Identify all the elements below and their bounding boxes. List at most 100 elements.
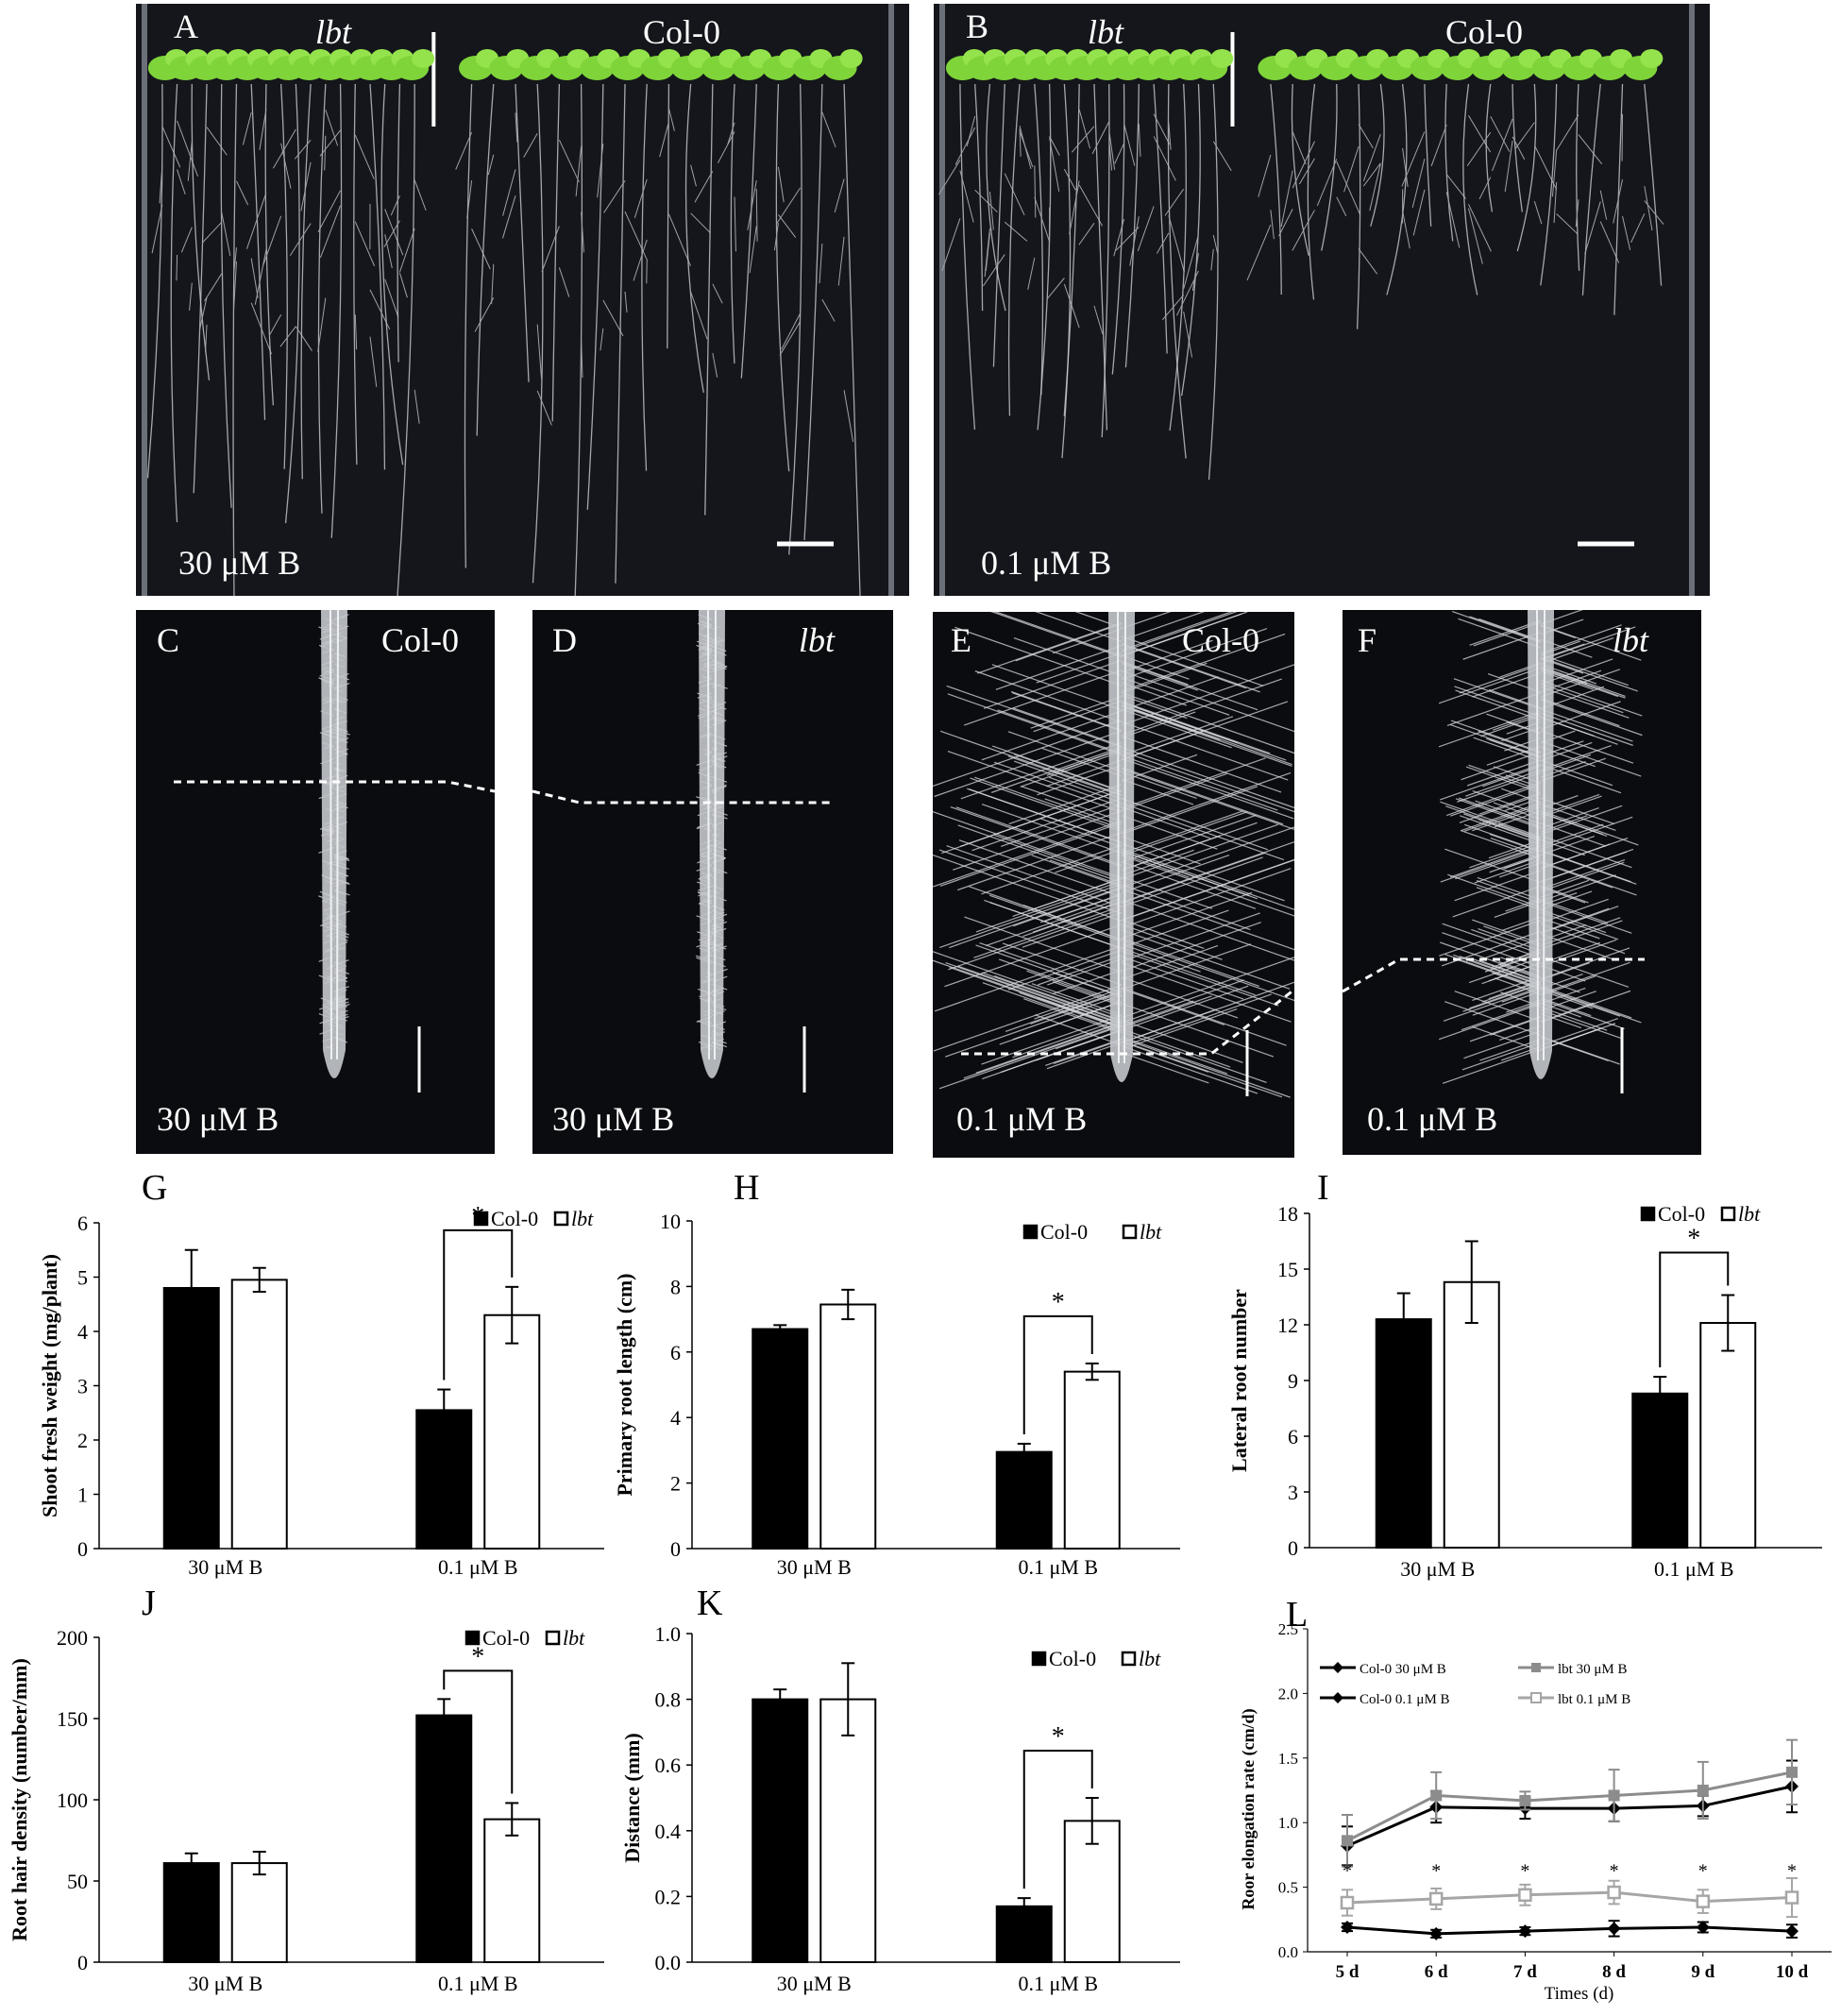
- lateral-root: [1108, 139, 1113, 171]
- root-hair: [1121, 842, 1285, 902]
- y-tick-label: 6: [1288, 1425, 1298, 1448]
- root-hair: [1454, 686, 1542, 718]
- root-hair: [1455, 798, 1542, 829]
- y-tick-label: 2: [670, 1472, 681, 1496]
- root-hair: [983, 659, 1123, 709]
- photo-panel-c: C Col-0 30 μM B: [136, 610, 495, 1154]
- root-hair: [1121, 701, 1271, 754]
- lateral-root: [667, 108, 675, 131]
- root-hair: [1540, 961, 1630, 995]
- root-vasculature: [707, 610, 717, 1060]
- lateral-root: [471, 229, 491, 270]
- data-point: [1340, 1895, 1355, 1910]
- x-tick-label: 5 d: [1336, 1962, 1360, 1982]
- y-tick-label: 12: [1277, 1313, 1298, 1337]
- y-tick-label: 0.0: [655, 1951, 682, 1974]
- lateral-root: [1445, 174, 1466, 199]
- lateral-root: [1412, 189, 1426, 236]
- root: [1444, 83, 1454, 242]
- lateral-root: [523, 133, 538, 158]
- lateral-root: [250, 302, 273, 355]
- root-hair: [1121, 802, 1285, 861]
- y-tick-label: 0: [77, 1537, 88, 1561]
- root-hair: [1022, 911, 1123, 948]
- lateral-root: [354, 314, 358, 350]
- y-tick-label: 0.2: [655, 1885, 682, 1908]
- legend-label: lbt: [1738, 1202, 1761, 1226]
- category-label: 0.1 μM B: [438, 1555, 518, 1579]
- seedling-leaf: [839, 49, 863, 68]
- bar: [483, 1313, 541, 1550]
- legend-label: Col-0: [1040, 1220, 1088, 1244]
- data-point: [1785, 1924, 1799, 1939]
- root-hair: [933, 984, 1123, 1052]
- category-label: 30 μM B: [1400, 1557, 1475, 1581]
- root-hair: [1540, 804, 1616, 832]
- lateral-root: [1049, 136, 1060, 156]
- data-point: [1696, 1894, 1711, 1908]
- bar: [819, 1698, 877, 1963]
- root-hair: [1444, 954, 1542, 989]
- lateral-root: [581, 338, 583, 379]
- lateral-root: [941, 218, 961, 271]
- category-label: 0.1 μM B: [1018, 1555, 1098, 1579]
- root-hair: [1469, 1015, 1542, 1042]
- x-tick-label: 8 d: [1602, 1962, 1626, 1982]
- lateral-root: [502, 195, 516, 239]
- root-hair: [1030, 695, 1123, 729]
- data-point: [1429, 1926, 1444, 1940]
- root-hair: [1121, 976, 1239, 1019]
- root-hair: [975, 1021, 1123, 1074]
- root-hair: [1455, 689, 1542, 721]
- y-tick-label: 1.0: [655, 1622, 682, 1646]
- x-tick-label: 9 d: [1691, 1962, 1714, 1982]
- lateral-root: [1644, 186, 1653, 231]
- category-label: 0.1 μM B: [438, 1972, 518, 1995]
- root-hair: [1462, 983, 1542, 1012]
- lateral-root: [1278, 209, 1293, 237]
- root-hair: [990, 746, 1123, 793]
- lateral-root: [205, 324, 208, 353]
- root-hair: [1121, 981, 1294, 1043]
- lateral-root: [558, 139, 580, 183]
- root-hair: [1121, 676, 1219, 712]
- y-tick-label: 0.8: [655, 1688, 682, 1712]
- lateral-root: [319, 205, 342, 259]
- root-hair: [947, 693, 1123, 755]
- root-hair: [1465, 769, 1542, 797]
- chart-i-svg: I 0 3 6 9 12 15 18 Lateral root number 30 μM B 0.1…: [1227, 1168, 1822, 1581]
- lateral-root: [466, 180, 473, 219]
- lateral-root: [1164, 188, 1185, 216]
- y-tick-label: 18: [1277, 1202, 1298, 1226]
- lateral-root: [1004, 221, 1028, 242]
- root-hair: [1121, 826, 1294, 889]
- lateral-root: [1115, 227, 1140, 251]
- lateral-root: [295, 326, 312, 351]
- root-hair: [960, 741, 1123, 800]
- y-axis-label: Root hair density (number/mm): [8, 1658, 31, 1941]
- lateral-root: [177, 169, 186, 195]
- panel-letter-c: C: [157, 621, 180, 659]
- root: [1181, 83, 1201, 397]
- lateral-root: [279, 326, 296, 347]
- root-hair: [979, 941, 1123, 993]
- root-hair: [1121, 1040, 1283, 1098]
- root-hair: [990, 612, 1123, 658]
- root-hair: [1469, 982, 1542, 1009]
- root-hair: [1043, 893, 1123, 923]
- root-hair: [948, 907, 1123, 971]
- legend-swatch: [1122, 1224, 1138, 1240]
- bar: [752, 1698, 809, 1963]
- root-hair: [971, 797, 1123, 852]
- root-hair: [1121, 1028, 1231, 1068]
- lateral-root: [633, 239, 648, 281]
- root-hair: [1121, 1036, 1228, 1075]
- lateral-root: [1137, 206, 1155, 251]
- lateral-root: [1556, 213, 1579, 235]
- lateral-root: [575, 145, 583, 196]
- root: [667, 83, 670, 349]
- root-hair: [963, 669, 1123, 726]
- lateral-root: [317, 297, 327, 352]
- root-hair: [1121, 708, 1232, 749]
- root-hair: [947, 750, 1123, 813]
